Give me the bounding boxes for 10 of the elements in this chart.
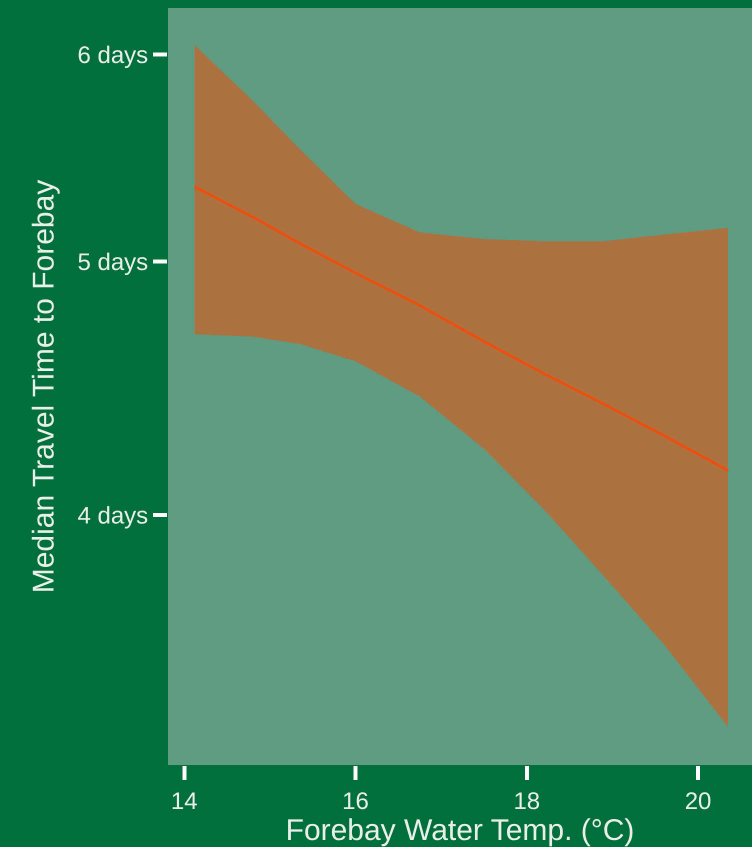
x-tick-label: 18 — [513, 788, 540, 815]
line-series — [193, 186, 730, 472]
y-tick-label: 5 days — [77, 248, 148, 276]
x-axis-title: Forebay Water Temp. (°C) — [286, 814, 634, 847]
y-tick-label: 4 days — [77, 502, 148, 530]
y-tick-label: 6 days — [77, 42, 148, 69]
x-tick-label: 14 — [170, 788, 198, 815]
x-tick-label: 16 — [342, 788, 369, 815]
y-axis-title: Median Travel Time to Forebay — [27, 180, 60, 594]
x-tick-label: 20 — [684, 788, 712, 815]
